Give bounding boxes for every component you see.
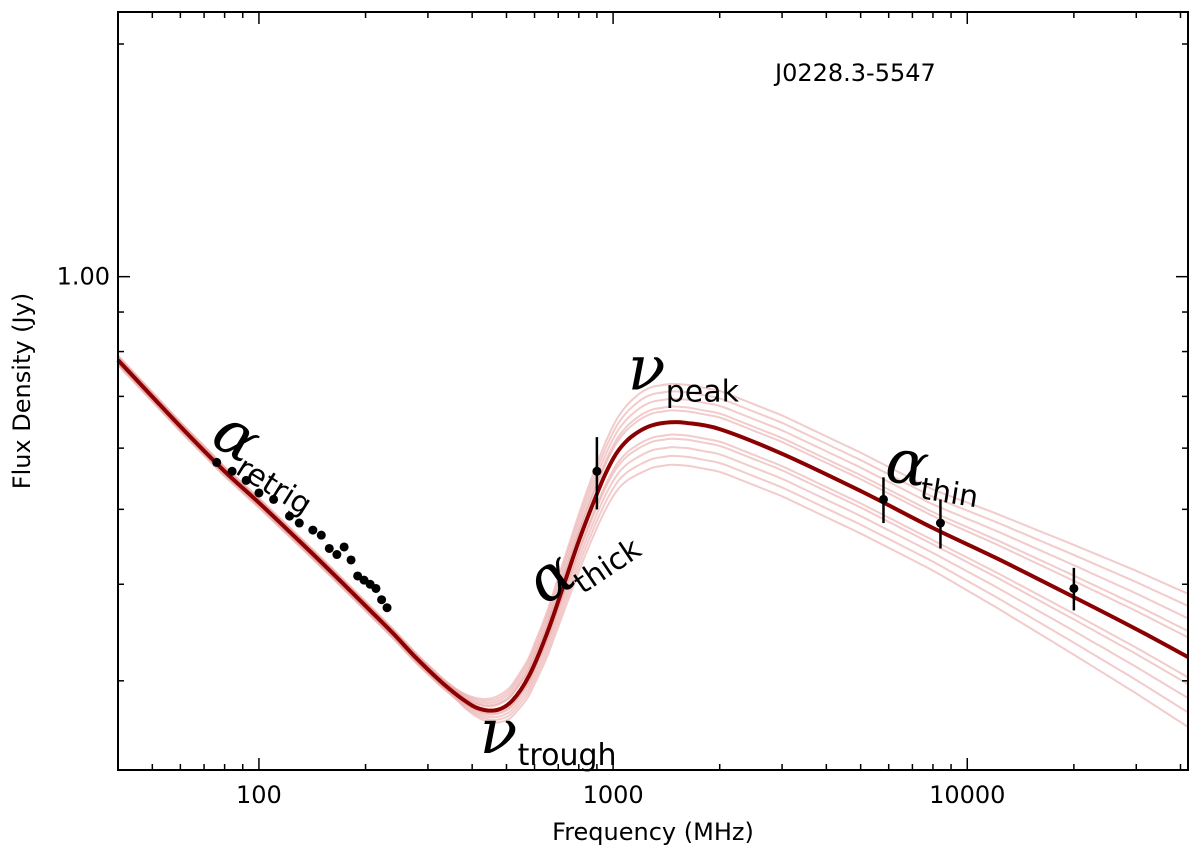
error-point-marker: [592, 466, 602, 476]
data-point: [332, 550, 342, 560]
x-axis-label: Frequency (MHz): [552, 818, 754, 846]
data-point: [346, 555, 356, 565]
model-sample-curve: [117, 355, 1189, 703]
data-point: [212, 457, 222, 467]
data-point: [382, 603, 392, 613]
annotation-symbol: ν: [480, 695, 518, 768]
model-sample-curve: [117, 357, 1189, 708]
data-point: [316, 530, 326, 540]
error-point-marker: [1069, 583, 1079, 593]
model-sample-curve: [117, 357, 1189, 707]
data-point: [308, 525, 318, 535]
annotation-subscript: peak: [666, 374, 740, 409]
error-point-marker: [935, 518, 945, 528]
plot-frame: [117, 11, 1189, 771]
data-point: [269, 494, 279, 504]
data-points: [212, 437, 1079, 613]
error-point: [592, 437, 602, 510]
error-point: [878, 477, 888, 524]
annotation-nu-peak: ν peak: [628, 331, 740, 409]
model-sample-curve: [117, 354, 1189, 701]
data-point: [241, 475, 251, 485]
model-sample-curve: [117, 364, 1189, 728]
y-tick-label: 1.00: [57, 263, 110, 291]
model-sample-curve: [117, 363, 1189, 721]
model-samples: [117, 354, 1189, 728]
source-label: J0228.3-5547: [773, 59, 936, 87]
data-point: [227, 466, 237, 476]
model-sample-curve: [117, 361, 1189, 716]
data-point: [324, 543, 334, 553]
data-point: [339, 542, 349, 552]
x-tick-label: 10000: [929, 781, 1005, 809]
model-sample-curve: [117, 362, 1189, 719]
error-point-marker: [878, 494, 888, 504]
model-sample-curve: [117, 360, 1189, 715]
data-point: [353, 571, 363, 581]
annotation-nu-trough: ν trough: [480, 695, 617, 773]
y-axis-label: Flux Density (Jy): [8, 293, 36, 489]
best-fit-model: [116, 358, 1189, 713]
data-point: [254, 488, 264, 498]
error-point: [935, 499, 945, 549]
x-tick-label: 1000: [583, 781, 644, 809]
best-fit-curve: [116, 358, 1189, 713]
data-point: [294, 518, 304, 528]
x-tick-label: 100: [236, 781, 282, 809]
annotation-symbol: ν: [628, 331, 666, 404]
axis-ticks: 100 1000 10000 1.00: [57, 12, 1188, 809]
data-point: [285, 511, 295, 521]
data-point: [371, 583, 381, 593]
data-point: [377, 595, 387, 605]
error-point: [1069, 567, 1079, 611]
annotation-subscript: trough: [518, 738, 617, 773]
